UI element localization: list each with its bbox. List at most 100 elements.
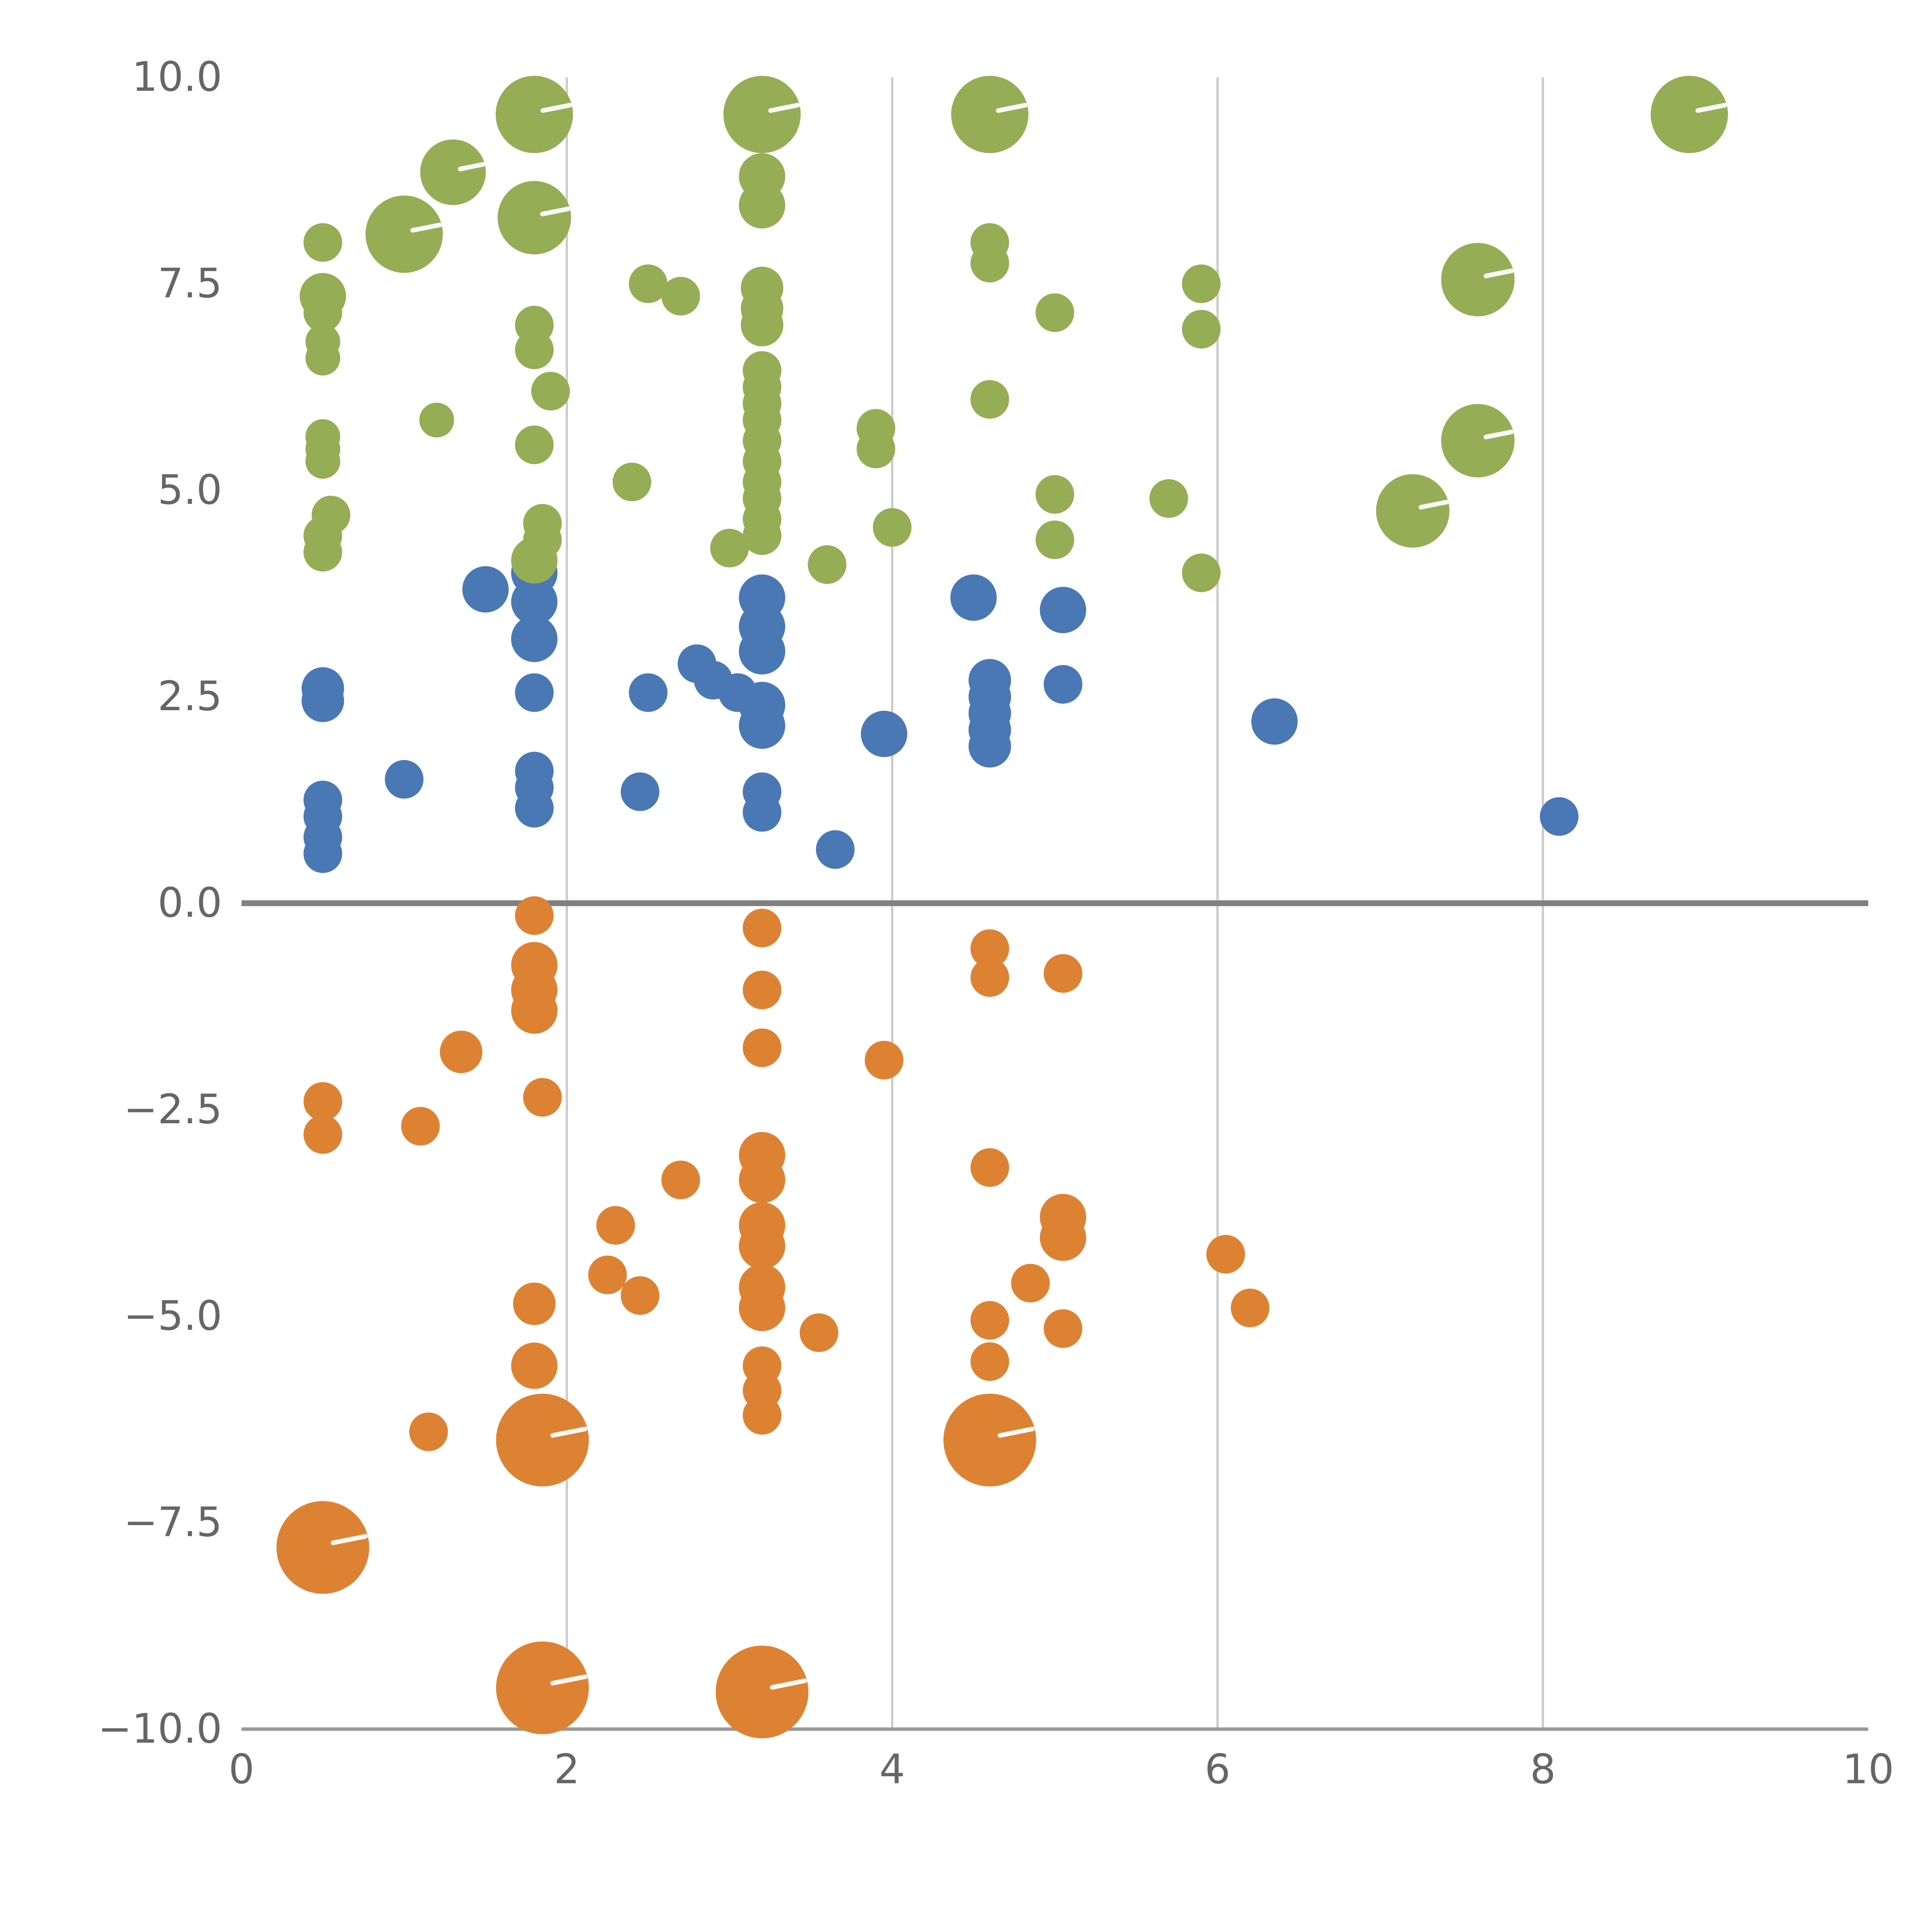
bubble: [1040, 1214, 1087, 1261]
bubble: [303, 223, 342, 262]
bubble: [305, 444, 340, 479]
bubble-notch: [410, 223, 442, 233]
x-tick-label: 2: [554, 1746, 580, 1793]
bubble: [1182, 264, 1221, 303]
bubble: [629, 264, 668, 303]
bubble: [301, 679, 344, 722]
bubble: [743, 793, 782, 832]
bubble: [496, 1641, 589, 1735]
bubble: [419, 403, 454, 438]
bubble: [513, 1282, 556, 1325]
bubble: [743, 908, 782, 947]
bubble: [739, 1223, 786, 1269]
bubble: [531, 372, 570, 411]
bubble: [366, 196, 443, 273]
bubble: [743, 1396, 782, 1435]
bubble: [1036, 293, 1074, 332]
bubble-notch: [1483, 429, 1514, 439]
y-tick-label: 10.0: [132, 53, 222, 100]
bubble: [970, 380, 1009, 419]
bubble: [1231, 1288, 1270, 1327]
bubble-notch: [770, 1679, 807, 1690]
bubble: [1441, 404, 1515, 478]
y-tick-label: −7.5: [124, 1499, 222, 1546]
bubble: [723, 76, 801, 153]
bubble: [950, 574, 997, 621]
bubble: [1044, 1309, 1083, 1348]
y-tick-label: 5.0: [158, 466, 222, 514]
y-tick-labels: −10.0 −7.5 −5.0 −2.5 0.0 2.5 5.0 7.5 10.0: [98, 53, 222, 1752]
bubble: [497, 181, 571, 255]
bubble-series-blue: [301, 549, 1579, 873]
bubble: [495, 76, 573, 153]
bubble: [970, 1342, 1009, 1381]
bubble-series-orange: [276, 896, 1270, 1738]
bubble: [741, 304, 784, 347]
bubble: [401, 1107, 440, 1146]
bubble: [1036, 520, 1074, 559]
bubble: [303, 834, 342, 873]
bubble: [1206, 1235, 1245, 1274]
x-tick-label: 10: [1842, 1746, 1894, 1793]
bubble: [716, 1645, 809, 1738]
y-tick-label: 2.5: [158, 673, 222, 720]
bubble: [799, 1313, 838, 1352]
bubble-notch: [550, 1427, 588, 1438]
bubble: [621, 772, 660, 811]
bubble: [1441, 243, 1515, 316]
bubble: [816, 830, 855, 869]
bubble: [409, 1412, 448, 1451]
bubble-notch: [540, 103, 572, 113]
bubble-notch: [996, 103, 1028, 113]
bubble: [596, 1206, 635, 1245]
bubble: [515, 896, 554, 935]
bubble: [496, 1393, 589, 1486]
bubble: [970, 929, 1009, 968]
bubble: [743, 1028, 782, 1067]
bubble: [739, 1284, 786, 1331]
bubble: [739, 628, 786, 675]
x-tick-label: 6: [1205, 1746, 1231, 1793]
bubble: [710, 529, 749, 568]
bubble: [743, 516, 782, 555]
bubble: [864, 1041, 903, 1080]
bubble: [861, 711, 907, 757]
bubble: [1251, 698, 1298, 745]
bubble: [511, 1342, 558, 1389]
bubble: [968, 725, 1011, 768]
bubble: [385, 760, 423, 799]
bubble: [303, 293, 342, 332]
bubble-notch: [330, 1534, 368, 1545]
bubble: [420, 139, 486, 205]
bubble: [305, 340, 340, 376]
bubble: [1011, 1264, 1050, 1303]
bubble-notch: [997, 1427, 1035, 1438]
bubble: [612, 463, 651, 502]
y-tick-label: −5.0: [124, 1292, 222, 1339]
y-tick-label: −10.0: [98, 1705, 222, 1752]
bubble: [661, 277, 700, 316]
bubble: [743, 970, 782, 1009]
bubble: [943, 1393, 1036, 1486]
y-tick-label: −2.5: [124, 1086, 222, 1133]
bubble: [303, 1115, 342, 1154]
bubble: [1036, 475, 1074, 514]
bubble: [856, 429, 895, 468]
x-tick-label: 8: [1530, 1746, 1556, 1793]
bubble: [1044, 665, 1083, 704]
bubble-notch: [540, 206, 571, 216]
bubble: [629, 673, 668, 712]
bubble: [303, 1082, 342, 1121]
bubble-notch: [550, 1674, 588, 1686]
bubble: [515, 673, 554, 712]
bubble: [1182, 553, 1221, 592]
bubble: [1149, 479, 1188, 518]
bubble: [511, 578, 558, 625]
bubble: [515, 789, 554, 828]
bubble: [1182, 310, 1221, 349]
x-tick-label: 0: [229, 1746, 255, 1793]
bubble: [970, 1148, 1009, 1187]
bubble: [511, 537, 558, 584]
bubble: [739, 1156, 786, 1203]
